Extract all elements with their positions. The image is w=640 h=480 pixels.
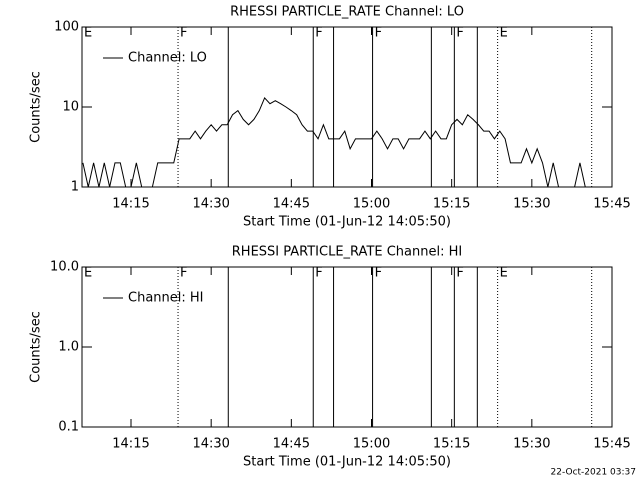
event-flag: F bbox=[375, 26, 382, 41]
y-tick-label: 0.1 bbox=[58, 420, 79, 435]
y-tick-label: 10 bbox=[62, 100, 79, 115]
y-tick-label: 1 bbox=[71, 180, 79, 195]
event-flag: F bbox=[315, 266, 322, 281]
x-tick-label: 14:45 bbox=[273, 197, 310, 212]
x-axis-label: Start Time (01-Jun-12 14:05:50) bbox=[243, 215, 451, 230]
event-flag: E bbox=[84, 26, 92, 41]
legend-label: Channel: HI bbox=[128, 291, 204, 306]
event-flag: F bbox=[456, 26, 463, 41]
x-tick-label: 15:15 bbox=[433, 197, 470, 212]
y-tick-label: 10.0 bbox=[50, 260, 79, 275]
data-line bbox=[82, 96, 586, 188]
plot-frame bbox=[81, 266, 613, 428]
chart-title: RHESSI PARTICLE_RATE Channel: LO bbox=[230, 5, 464, 20]
legend-label: Channel: LO bbox=[128, 51, 207, 66]
x-tick-label: 14:15 bbox=[112, 437, 149, 452]
x-tick-label: 14:15 bbox=[112, 197, 149, 212]
chart-title: RHESSI PARTICLE_RATE Channel: HI bbox=[232, 245, 462, 260]
event-flag: E bbox=[84, 266, 92, 281]
x-axis-label: Start Time (01-Jun-12 14:05:50) bbox=[243, 455, 451, 470]
x-tick-label: 14:45 bbox=[273, 437, 310, 452]
x-tick-label: 15:45 bbox=[593, 197, 630, 212]
y-tick-label: 1.0 bbox=[58, 340, 79, 355]
x-tick-label: 15:00 bbox=[353, 437, 390, 452]
x-tick-label: 15:15 bbox=[433, 437, 470, 452]
x-tick-label: 14:30 bbox=[192, 197, 229, 212]
y-axis-label: Counts/sec bbox=[29, 71, 44, 143]
event-flag: F bbox=[180, 26, 187, 41]
x-tick-label: 15:30 bbox=[513, 197, 550, 212]
x-tick-label: 15:30 bbox=[513, 437, 550, 452]
y-axis-label: Counts/sec bbox=[29, 311, 44, 383]
event-flag: F bbox=[456, 266, 463, 281]
x-tick-label: 15:45 bbox=[593, 437, 630, 452]
x-tick-label: 15:00 bbox=[353, 197, 390, 212]
event-flag: F bbox=[315, 26, 322, 41]
event-flag: F bbox=[180, 266, 187, 281]
timestamp: 22-Oct-2021 03:37 bbox=[551, 468, 636, 478]
event-flag: E bbox=[500, 26, 508, 41]
event-flag: E bbox=[500, 266, 508, 281]
plot-frame bbox=[81, 26, 613, 188]
y-tick-label: 100 bbox=[54, 20, 79, 35]
event-flag: F bbox=[375, 266, 382, 281]
x-tick-label: 14:30 bbox=[192, 437, 229, 452]
